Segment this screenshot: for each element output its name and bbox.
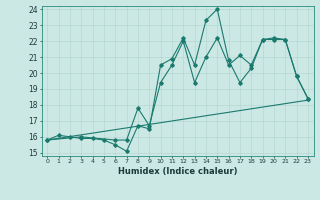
X-axis label: Humidex (Indice chaleur): Humidex (Indice chaleur) — [118, 167, 237, 176]
